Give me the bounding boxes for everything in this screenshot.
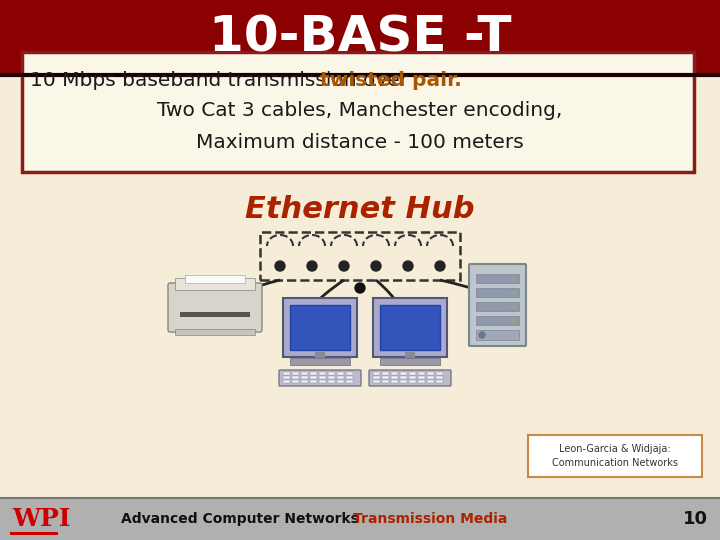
Bar: [283, 380, 290, 383]
Bar: [310, 380, 317, 383]
Bar: [382, 372, 389, 375]
Circle shape: [275, 261, 285, 271]
FancyBboxPatch shape: [279, 370, 361, 386]
Text: 10: 10: [683, 510, 708, 528]
Text: Advanced Computer Networks: Advanced Computer Networks: [121, 512, 359, 526]
Bar: [185, 275, 245, 283]
Bar: [175, 329, 255, 335]
Bar: [301, 372, 308, 375]
FancyBboxPatch shape: [168, 283, 262, 332]
Bar: [476, 316, 519, 325]
Bar: [400, 376, 407, 379]
Circle shape: [355, 283, 365, 293]
Bar: [319, 372, 326, 375]
Bar: [391, 372, 398, 375]
Bar: [292, 380, 299, 383]
Bar: [301, 376, 308, 379]
Bar: [292, 376, 299, 379]
Bar: [511, 291, 516, 295]
Bar: [0, 498, 720, 540]
FancyBboxPatch shape: [175, 278, 255, 290]
Text: twisted pair.: twisted pair.: [320, 71, 462, 90]
Bar: [290, 358, 350, 365]
Circle shape: [435, 261, 445, 271]
Bar: [476, 302, 519, 311]
Bar: [337, 380, 344, 383]
Bar: [283, 376, 290, 379]
Bar: [315, 352, 325, 360]
Bar: [511, 277, 516, 281]
Bar: [319, 376, 326, 379]
Bar: [405, 352, 415, 360]
Bar: [400, 372, 407, 375]
FancyBboxPatch shape: [369, 370, 451, 386]
Bar: [427, 376, 434, 379]
Text: Two Cat 3 cables, Manchester encoding,: Two Cat 3 cables, Manchester encoding,: [157, 100, 563, 119]
Bar: [427, 380, 434, 383]
Text: Ethernet Hub: Ethernet Hub: [246, 195, 474, 225]
Bar: [380, 305, 440, 350]
Bar: [391, 380, 398, 383]
Bar: [328, 372, 335, 375]
Bar: [436, 376, 443, 379]
Bar: [337, 372, 344, 375]
Bar: [418, 376, 425, 379]
Bar: [373, 380, 380, 383]
Bar: [310, 372, 317, 375]
Bar: [400, 380, 407, 383]
Bar: [346, 380, 353, 383]
Text: Leon-Garcia & Widjaja:
Communication Networks: Leon-Garcia & Widjaja: Communication Net…: [552, 444, 678, 468]
Bar: [283, 372, 290, 375]
FancyBboxPatch shape: [22, 52, 694, 172]
Bar: [346, 372, 353, 375]
Bar: [436, 380, 443, 383]
Bar: [427, 372, 434, 375]
Text: WPI: WPI: [12, 507, 71, 531]
FancyBboxPatch shape: [283, 298, 357, 357]
Text: 10 Mbps baseband transmission over: 10 Mbps baseband transmission over: [30, 71, 415, 90]
Bar: [382, 380, 389, 383]
Bar: [290, 305, 350, 350]
Bar: [511, 319, 516, 323]
FancyBboxPatch shape: [469, 264, 526, 346]
Bar: [436, 372, 443, 375]
Bar: [10, 532, 58, 535]
FancyBboxPatch shape: [260, 232, 460, 280]
Bar: [409, 376, 416, 379]
Bar: [391, 376, 398, 379]
Bar: [380, 358, 440, 365]
FancyBboxPatch shape: [528, 435, 702, 477]
Circle shape: [403, 261, 413, 271]
Bar: [319, 380, 326, 383]
Bar: [373, 376, 380, 379]
Bar: [328, 376, 335, 379]
Bar: [310, 376, 317, 379]
Bar: [511, 305, 516, 309]
Bar: [328, 380, 335, 383]
Text: Transmission Media: Transmission Media: [353, 512, 507, 526]
Bar: [382, 376, 389, 379]
Bar: [418, 372, 425, 375]
Circle shape: [479, 332, 485, 338]
Bar: [409, 380, 416, 383]
Bar: [0, 0, 720, 75]
Circle shape: [371, 261, 381, 271]
Bar: [337, 376, 344, 379]
FancyBboxPatch shape: [373, 298, 447, 357]
Bar: [346, 376, 353, 379]
Text: Maximum distance - 100 meters: Maximum distance - 100 meters: [196, 132, 524, 152]
Bar: [476, 330, 519, 340]
Bar: [301, 380, 308, 383]
Text: 10-BASE -T: 10-BASE -T: [209, 14, 511, 62]
Circle shape: [339, 261, 349, 271]
Bar: [476, 274, 519, 283]
Bar: [476, 288, 519, 297]
Bar: [180, 312, 250, 316]
Circle shape: [307, 261, 317, 271]
Bar: [292, 372, 299, 375]
Bar: [409, 372, 416, 375]
Bar: [373, 372, 380, 375]
Bar: [418, 380, 425, 383]
